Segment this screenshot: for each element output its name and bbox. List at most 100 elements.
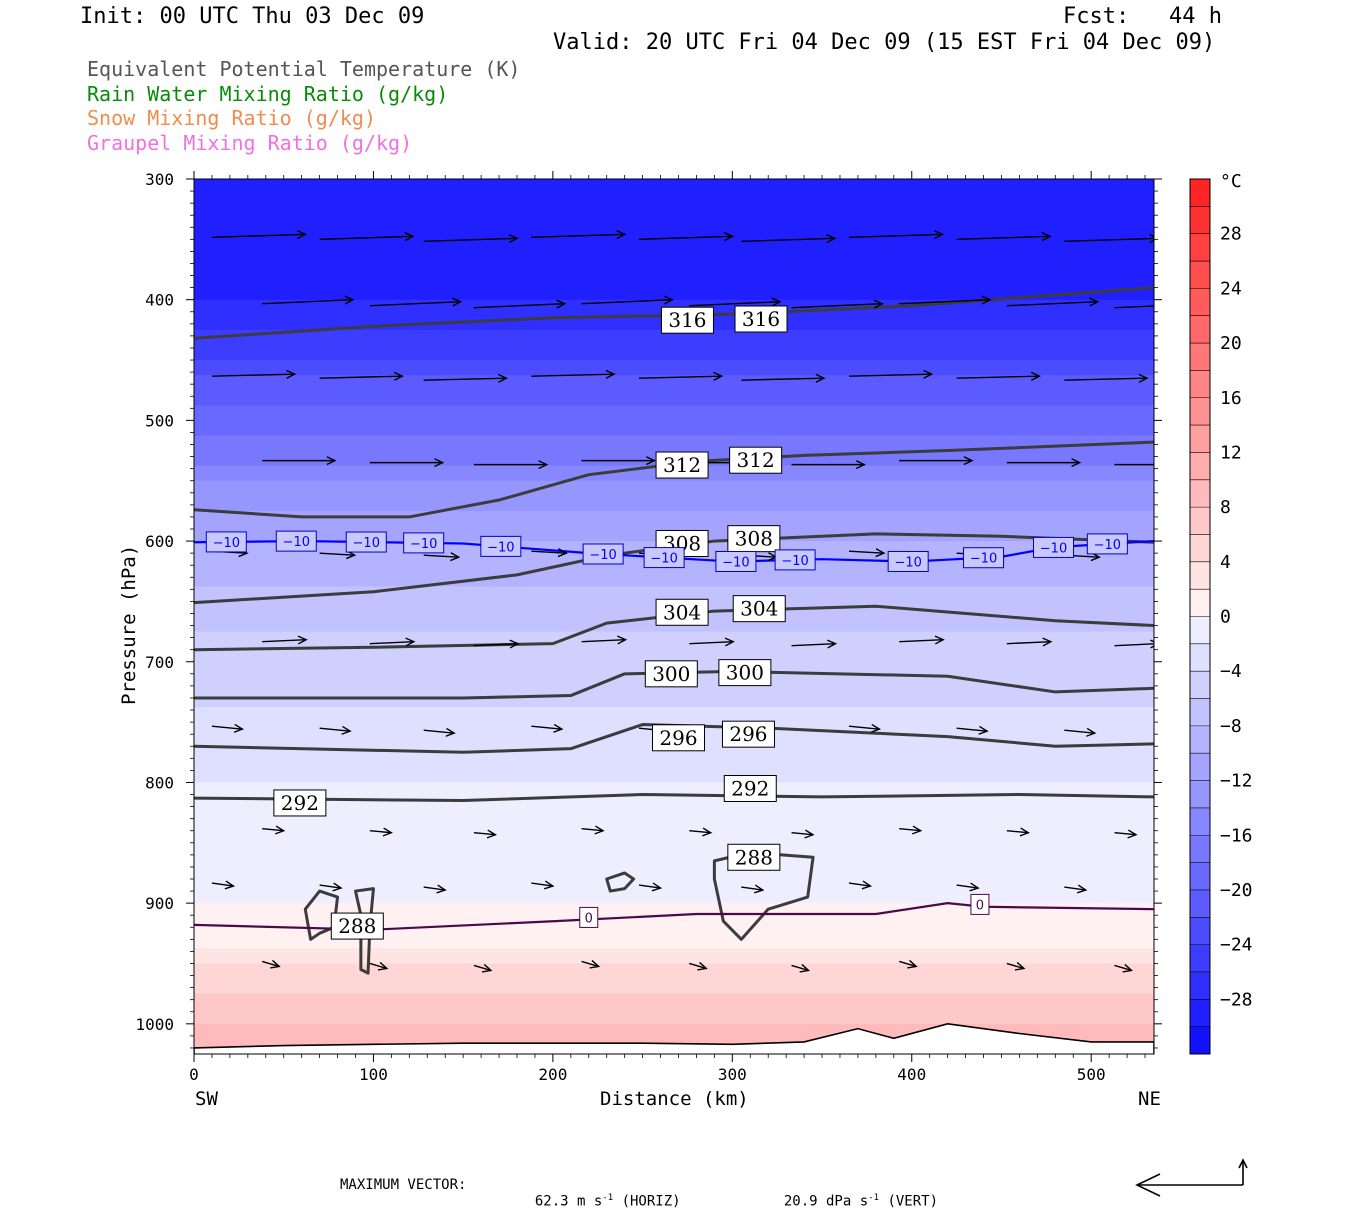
legend-theta-e: Equivalent Potential Temperature (K) [87,57,521,81]
colorbar-label: −20 [1220,880,1253,901]
temperature-band [194,948,1154,965]
temperature-band [194,179,1154,195]
colorbar-label: −4 [1220,661,1242,682]
wind-vector-shaft [899,299,991,305]
wind-vector-head [645,456,656,466]
theta-e-label-text: 292 [731,776,769,800]
wind-vector-shaft [689,830,711,834]
temperature-band [194,691,1154,708]
temperature-band [194,390,1154,407]
wind-vector-head [538,460,549,470]
isotherm-minus10-label: −10 [963,547,1005,569]
wind-vector-head [1014,961,1026,971]
wind-vector-head [616,230,627,240]
wind-vector-shaft [899,638,944,643]
wind-vector-head [434,458,445,468]
temperature-band [194,194,1154,210]
temperature-band [194,707,1154,723]
wind-vector-head [297,635,308,645]
wind-vector-head [553,723,564,733]
wind-vector-shaft [848,373,932,377]
wind-vector-shaft [1006,830,1029,834]
colorbar-swatch [1190,534,1210,563]
theta-e-label-text: 316 [742,307,780,331]
wind-vector-head [815,373,826,383]
y-axis-title: Pressure (hPa) [118,545,140,705]
temperature-band [194,857,1154,874]
y-tick-label: 1000 [135,1015,174,1034]
temperature-band [194,405,1154,422]
wind-vector-head [605,369,616,379]
wind-vector-head [436,884,447,894]
plot-frame [193,178,1155,1055]
wind-vector-shaft [369,640,414,645]
wind-vector-head [275,825,286,835]
wind-vector-head [508,234,519,244]
temperature-band [194,842,1154,859]
temperature-band [194,510,1154,527]
temperature-band [194,375,1154,392]
wind-vector-shaft [1064,237,1154,243]
theta-e-label: 296 [651,724,705,752]
terrain [194,1023,1154,1054]
colorbar-swatch [1190,971,1210,1000]
y-tick-label: 400 [145,291,174,310]
wind-vector-head [1030,371,1041,381]
theta-e-line-296 [194,723,1154,754]
colorbar-label: 24 [1220,278,1242,299]
footer-max-vector-label: MAXIMUM VECTOR: [340,1177,467,1193]
x-endpoint-ne: NE [1138,1088,1161,1110]
footer-vert-value: 20.9 dPa s [783,1193,869,1210]
temperature-band [194,812,1154,829]
temperature-band [194,344,1154,361]
wind-vector-head [754,884,765,894]
wind-vector-head [875,548,886,558]
temperature-band [194,284,1154,301]
temperature-band [194,827,1154,844]
theta-e-label-text: 300 [726,661,764,685]
isotherm-label-text: −10 [410,537,437,552]
wind-vector-head [589,959,601,969]
isotherm-label-text: −10 [650,552,677,567]
temperature-band [194,269,1154,286]
temperature-band [194,646,1154,663]
wind-vector-head [969,882,980,892]
colorbar-unit: °C [1220,171,1242,192]
wind-vector-shaft [741,886,763,891]
wind-vector-head [617,635,628,645]
temperature-band [194,872,1154,889]
x-tick-label: 400 [897,1065,926,1084]
colorbar-label: −28 [1220,989,1253,1010]
wind-vector-shaft [848,233,943,239]
wind-vector-shaft [423,729,455,734]
colorbar-label: 8 [1220,497,1231,518]
colorbar-label: 20 [1220,333,1242,354]
wind-vector-head [1179,461,1187,469]
wind-vector-shaft [1114,643,1154,647]
wind-vector-head [296,230,308,240]
theta-e-line-312 [194,440,1154,519]
wind-vector-shaft [423,377,507,381]
wind-vector-head [405,637,416,647]
wind-vector-head [826,639,838,649]
wind-vector-head [978,725,989,735]
wind-vector-shaft [262,828,284,832]
isotherm-label-text: −10 [283,535,310,550]
colorbar-swatch [1190,589,1210,617]
wind-vector-shaft [581,299,673,305]
colorbar-swatch [1190,671,1210,700]
temperature-band [194,435,1154,452]
wind-vector-head [497,373,508,383]
wind-vector-head [1041,232,1052,242]
wind-vector-shaft [531,233,625,239]
theta-e-label: 304 [655,598,709,626]
temperature-band [194,495,1154,512]
colorbar-swatch [1190,288,1210,317]
wind-vector-shaft [423,554,459,558]
wind-vector-head [702,827,713,837]
colorbar-label: 12 [1220,442,1242,463]
wind-vector-shaft [531,373,615,377]
wind-vector-shaft [689,301,781,307]
